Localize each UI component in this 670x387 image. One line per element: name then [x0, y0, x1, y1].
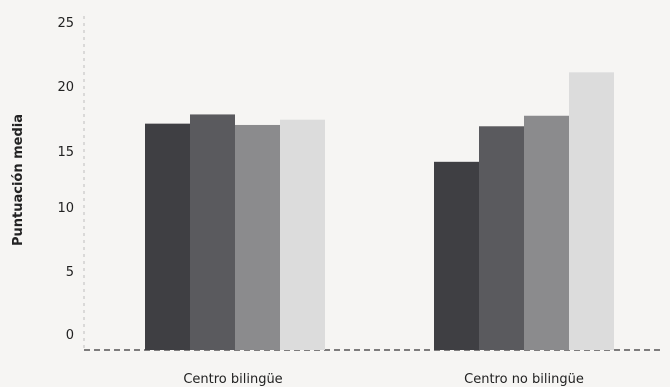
bars-group — [145, 72, 614, 351]
y-tick-5: 5 — [66, 265, 74, 280]
y-tick-15: 15 — [57, 145, 74, 160]
y-tick-10: 10 — [57, 201, 74, 216]
bar-centro-bilingue-series-3 — [235, 124, 280, 351]
bar-centro-no-bilingue-series-2 — [479, 126, 524, 350]
bar-centro-bilingue-series-4 — [280, 119, 325, 350]
y-tick-25: 25 — [57, 16, 74, 31]
bar-centro-bilingue-series-2 — [190, 114, 235, 350]
bar-centro-no-bilingue-series-1 — [434, 161, 479, 350]
y-tick-0: 0 — [66, 328, 74, 343]
y-tick-20: 20 — [57, 80, 74, 95]
bar-centro-no-bilingue-series-3 — [524, 115, 569, 350]
bar-centro-no-bilingue-series-4 — [569, 72, 614, 350]
x-category-centro-bilingue: Centro bilingüe — [183, 372, 282, 387]
bar-centro-bilingue-series-1 — [145, 123, 190, 350]
y-axis-label: Puntuación media — [11, 114, 26, 246]
x-category-centro-no-bilingue: Centro no bilingüe — [464, 372, 584, 387]
